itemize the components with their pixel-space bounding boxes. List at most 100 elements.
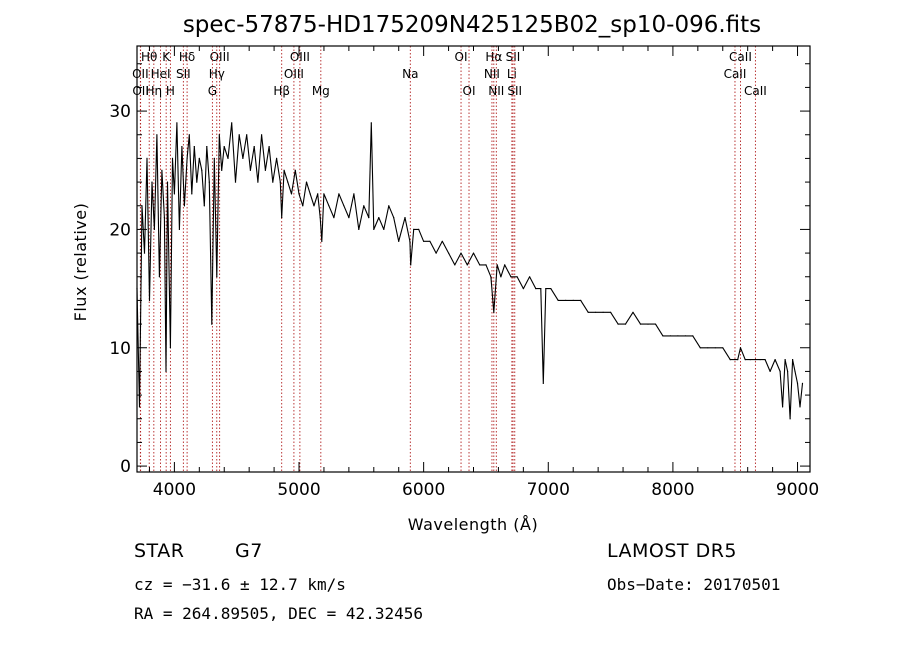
spectrum-point-113 [565, 299, 567, 301]
spectrum-point-37 [227, 157, 229, 159]
spectrum-point-18 [178, 228, 180, 230]
spectrum-point-134 [722, 347, 724, 349]
spectrum-point-46 [261, 134, 263, 136]
spectrum-point-39 [234, 181, 237, 183]
line-label-bottom-4: Hβ [273, 84, 290, 98]
line-label-top-4: OIII [290, 50, 310, 64]
x-tick-label-0: 4000 [153, 480, 196, 500]
spectrum-point-153 [796, 382, 799, 384]
spectrum-point-52 [281, 217, 283, 219]
spectrum-point-15 [171, 157, 174, 159]
x-axis-label: Wavelength (Å) [408, 515, 538, 534]
y-tick-label-1: 10 [109, 339, 131, 359]
spectrum-point-109 [542, 382, 544, 384]
spectrum-point-56 [294, 169, 296, 171]
spectrum-point-102 [504, 264, 506, 266]
spectrum-point-1 [138, 406, 141, 408]
x-tick-label-1: 5000 [277, 480, 320, 500]
line-label-top-6: Hα [485, 50, 502, 64]
line-label-top-2: Hδ [179, 50, 195, 64]
spectrum-point-104 [516, 276, 518, 278]
spectrum-point-8 [156, 134, 158, 136]
spectrum-point-73 [363, 205, 365, 207]
spectrum-point-111 [550, 288, 552, 290]
spectrum-point-93 [460, 252, 462, 254]
spectrum-point-25 [196, 181, 198, 183]
spectrum-point-148 [784, 359, 786, 361]
x-tick-label-2: 6000 [402, 480, 445, 500]
spectrum-point-70 [348, 217, 350, 219]
spectrum-point-81 [398, 240, 400, 242]
line-label-bottom-5: Mg [312, 84, 330, 98]
spectrum-point-91 [448, 252, 450, 254]
x-tick-label-3: 7000 [527, 480, 570, 500]
spectrum-point-123 [639, 323, 642, 325]
spectrum-point-3 [143, 252, 146, 254]
spectrum-point-119 [610, 311, 612, 313]
line-label-bottom-7: NII [488, 84, 504, 98]
spectrum-point-107 [535, 288, 537, 290]
spectrum-point-115 [580, 299, 582, 301]
spectrum-point-4 [146, 157, 148, 159]
spectrum-point-34 [218, 134, 220, 136]
spectrum-point-137 [737, 359, 739, 361]
spectrum-point-76 [373, 228, 375, 230]
spectrum-point-154 [799, 406, 801, 408]
spectrum-point-10 [161, 169, 163, 171]
spectrum-point-155 [801, 382, 804, 384]
spectrum-point-120 [617, 323, 619, 325]
spectrum-point-124 [647, 323, 649, 325]
spectrum-point-144 [769, 370, 771, 372]
spectrum-point-96 [479, 264, 481, 266]
line-label-middle-3: Hγ [209, 67, 225, 81]
spectrum-point-147 [782, 406, 784, 408]
chart-title: spec-57875-HD175209N425125B02_sp10-096.f… [183, 12, 761, 38]
spectrum-point-112 [557, 299, 559, 301]
spectrum-point-132 [707, 347, 709, 349]
spectrum-point-127 [669, 335, 672, 337]
spectrum-point-41 [242, 157, 244, 159]
spectrum-point-130 [692, 335, 694, 337]
spectrum-point-78 [383, 228, 385, 230]
line-label-bottom-9: CaII [744, 84, 767, 98]
spectrum-point-42 [246, 134, 248, 136]
spectrum-point-59 [305, 181, 308, 183]
spectrum-point-22 [188, 134, 190, 136]
spectrum-point-35 [221, 169, 223, 171]
spectrum-point-45 [257, 181, 259, 183]
spectrum-point-121 [624, 323, 627, 325]
spectrum-point-24 [193, 146, 195, 148]
spectrum-point-85 [413, 228, 415, 230]
line-label-top-0: Hθ [141, 50, 157, 64]
spectrum-point-50 [276, 157, 278, 159]
spectrum-point-44 [253, 146, 255, 148]
y-tick-label-0: 0 [120, 457, 131, 477]
spectrum-point-142 [759, 359, 761, 361]
spectrum-point-12 [165, 370, 167, 372]
spectrum-point-64 [321, 240, 323, 242]
spectrum-point-80 [393, 217, 395, 219]
obs-date-text: Obs−Date: 20170501 [607, 575, 781, 594]
spectrum-point-30 [208, 181, 210, 183]
object-class: STAR [134, 540, 185, 562]
spectrum-point-95 [472, 252, 475, 254]
spectrum-point-99 [493, 311, 495, 313]
spectrum-point-55 [290, 193, 293, 195]
spectrum-point-5 [148, 299, 151, 301]
spectrum-point-92 [454, 264, 456, 266]
spectrum-point-63 [319, 217, 321, 219]
spectrum-point-62 [317, 193, 319, 195]
line-label-middle-4: OIII [284, 67, 304, 81]
spectrum-point-66 [328, 205, 330, 207]
spectrum-point-152 [794, 370, 796, 372]
line-label-middle-7: Li [507, 67, 517, 81]
spectrum-point-126 [662, 335, 664, 337]
spectrum-point-122 [632, 311, 634, 313]
spectrum-point-94 [466, 264, 468, 266]
spectrum-point-26 [198, 157, 200, 159]
line-label-top-3: OIII [210, 50, 230, 64]
spectrum-point-151 [792, 359, 794, 361]
spectrum-point-141 [754, 359, 757, 361]
